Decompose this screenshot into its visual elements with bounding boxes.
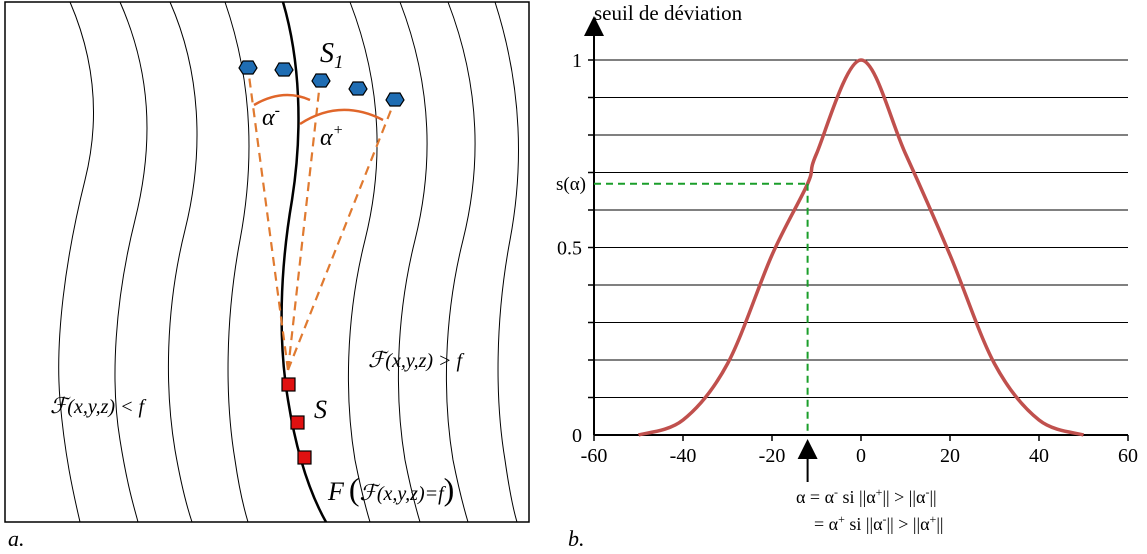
panel-b: -60 -40 -20 0 20 40 60 00.51 seuil de déviatio… (556, 1, 1138, 551)
y-axis-title: seuil de déviation (594, 1, 743, 25)
y-tick-label: 0 (572, 425, 582, 447)
panel-a-frame (4, 1, 530, 523)
label-S: S (314, 395, 327, 424)
x-tick-label: 60 (1118, 445, 1138, 467)
set-S1-points (238, 60, 405, 107)
point-marker (238, 60, 258, 75)
label-S1: S1 (320, 38, 344, 73)
angle-arcs (253, 93, 384, 126)
x-tick-label: -40 (670, 445, 697, 467)
level-curves (58, 1, 519, 523)
alpha-plus-arc (299, 108, 384, 126)
x-tick-label: -20 (759, 445, 786, 467)
point-marker (385, 92, 405, 107)
point-marker (274, 62, 294, 77)
curve-F-label: F (ℱ(x,y,z)=f) (327, 471, 454, 507)
x-tick-label: -60 (581, 445, 608, 467)
gaussian-curve (637, 58, 1085, 437)
panel-a-label: a. (8, 526, 25, 551)
gridlines (594, 59, 1128, 398)
y-tick-marks (588, 59, 594, 399)
region-greater-label: ℱ(x,y,z) > f (368, 348, 465, 373)
square-marker (281, 377, 296, 392)
x-tick-marks (593, 435, 1129, 441)
deviation-dashed-lines (246, 67, 397, 371)
label-alpha-plus: α+ (320, 122, 343, 151)
point-marker (311, 73, 331, 88)
square-marker (297, 450, 312, 465)
y-tick-label: 0.5 (557, 238, 582, 260)
set-S-points (281, 377, 312, 465)
square-marker (290, 415, 305, 430)
panel-a: S1 α- α+ S ℱ(x,y,z) > f ℱ(x,y,z) < f F (ℱ… (4, 1, 530, 551)
y-tick-label: 1 (572, 50, 582, 72)
y-tick-labels: 00.51 (557, 50, 582, 447)
x-tick-label: 0 (856, 445, 866, 467)
x-tick-label: 40 (1029, 445, 1049, 467)
label-alpha-minus: α- (262, 102, 280, 131)
point-marker (348, 81, 368, 96)
x-tick-label: 20 (940, 445, 960, 467)
alpha-minus-arc (253, 93, 311, 107)
alpha-annotation-line1: α = α- si ||α+|| > ||α-|| (796, 485, 937, 507)
threshold-label: s(α) (556, 174, 586, 195)
panel-b-label: b. (568, 526, 585, 551)
alpha-annotation-line2: = α+ si ||α-|| > ||α+|| (814, 512, 944, 534)
x-tick-labels: -60 -40 -20 0 20 40 60 (581, 445, 1138, 467)
region-less-label: ℱ(x,y,z) < f (50, 394, 147, 419)
threshold-lines (594, 182, 809, 435)
